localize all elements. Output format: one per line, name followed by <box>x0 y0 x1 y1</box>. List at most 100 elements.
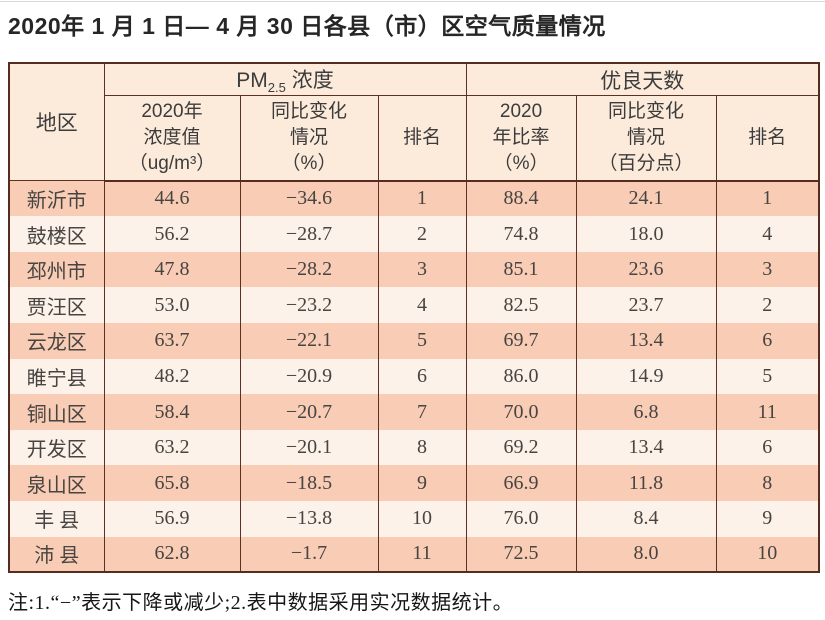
col-group-good-days: 优良天数 <box>465 63 820 97</box>
region-cell: 睢宁县 <box>8 358 105 395</box>
table-row: 沛 县 62.8 −1.7 11 72.5 8.0 10 <box>8 536 820 573</box>
good-rank-cell: 6 <box>715 323 820 359</box>
pm-value-cell: 53.0 <box>103 287 241 324</box>
region-cell: 贾汪区 <box>8 287 105 324</box>
pm25-label-subscript: 2.5 <box>267 80 286 96</box>
page-title: 2020年 1 月 1 日— 4 月 30 日各县（市）区空气质量情况 <box>8 13 606 39</box>
pm-rank-cell: 11 <box>377 536 467 573</box>
pm-change-cell: −34.6 <box>239 180 379 217</box>
table-row: 邳州市 47.8 −28.2 3 85.1 23.6 3 <box>8 251 820 288</box>
pm-value-cell: 62.8 <box>103 536 241 573</box>
pm-rank-cell: 4 <box>377 287 467 324</box>
col-header-region: 地区 <box>8 63 105 182</box>
pm-change-cell: −20.9 <box>239 358 379 395</box>
good-rank-cell: 2 <box>715 287 820 324</box>
footnote: 注:1.“−”表示下降或减少;2.表中数据采用实况数据统计。 <box>8 592 514 614</box>
good-change-cell: 18.0 <box>575 216 717 252</box>
pm25-label-rest: 浓度 <box>285 69 334 92</box>
pm-change-cell: −20.1 <box>239 429 379 466</box>
good-change-cell: 8.4 <box>575 501 717 537</box>
pm-change-cell: −23.2 <box>239 287 379 324</box>
col-group-pm25: PM2.5 浓度 <box>103 63 467 97</box>
region-cell: 云龙区 <box>8 323 105 359</box>
good-change-cell: 23.7 <box>575 287 717 324</box>
good-rank-cell: 1 <box>715 180 820 217</box>
pm-change-cell: −20.7 <box>239 394 379 430</box>
region-cell: 铜山区 <box>8 394 105 430</box>
good-change-cell: 13.4 <box>575 429 717 466</box>
region-cell: 丰 县 <box>8 501 105 537</box>
good-rank-cell: 8 <box>715 465 820 502</box>
good-rank-cell: 9 <box>715 501 820 537</box>
pm-value-cell: 48.2 <box>103 358 241 395</box>
sub-header-row: 2020年 浓度值 （ug/m³） 同比变化 情况 （%） 排名 2020 年比… <box>9 95 820 182</box>
good-ratio-cell: 76.0 <box>465 501 577 537</box>
pm-rank-cell: 5 <box>377 323 467 359</box>
good-change-cell: 11.8 <box>575 465 717 502</box>
region-cell: 沛 县 <box>8 536 105 573</box>
good-ratio-cell: 69.7 <box>465 323 577 359</box>
pm-rank-cell: 8 <box>377 429 467 466</box>
col-header-good-change: 同比变化 情况 （百分点） <box>575 95 717 182</box>
pm-rank-cell: 6 <box>377 358 467 395</box>
pm-rank-cell: 7 <box>377 394 467 430</box>
air-quality-table: 地区 PM2.5 浓度 优良天数 2020年 浓度值 （ug/m³） 同比变化 … <box>8 62 821 574</box>
good-change-cell: 14.9 <box>575 358 717 395</box>
pm-value-cell: 44.6 <box>103 180 241 217</box>
region-cell: 鼓楼区 <box>8 216 105 252</box>
col-header-pm-change: 同比变化 情况 （%） <box>239 95 379 182</box>
good-ratio-cell: 82.5 <box>465 287 577 324</box>
good-ratio-cell: 66.9 <box>465 465 577 502</box>
region-cell: 新沂市 <box>8 180 105 217</box>
table-row: 云龙区 63.7 −22.1 5 69.7 13.4 6 <box>8 323 820 359</box>
pm-value-cell: 56.2 <box>103 216 241 252</box>
good-rank-cell: 5 <box>715 358 820 395</box>
pm-change-cell: −28.2 <box>239 251 379 288</box>
pm-rank-cell: 3 <box>377 251 467 288</box>
pm-value-cell: 58.4 <box>103 394 241 430</box>
pm-change-cell: −22.1 <box>239 323 379 359</box>
good-rank-cell: 10 <box>715 536 820 573</box>
col-header-good-ratio: 2020 年比率 （%） <box>465 95 577 182</box>
table-row: 新沂市 44.6 −34.6 1 88.4 24.1 1 <box>8 180 820 217</box>
table-row: 铜山区 58.4 −20.7 7 70.0 6.8 11 <box>8 394 820 430</box>
region-cell: 泉山区 <box>8 465 105 502</box>
pm-change-cell: −28.7 <box>239 216 379 252</box>
good-change-cell: 23.6 <box>575 251 717 288</box>
col-header-pm-rank: 排名 <box>377 95 467 182</box>
table-row: 睢宁县 48.2 −20.9 6 86.0 14.9 5 <box>8 358 820 395</box>
table-row: 丰 县 56.9 −13.8 10 76.0 8.4 9 <box>8 501 820 537</box>
pm-change-cell: −18.5 <box>239 465 379 502</box>
table-row: 开发区 63.2 −20.1 8 69.2 13.4 6 <box>8 429 820 466</box>
good-ratio-cell: 86.0 <box>465 358 577 395</box>
pm-value-cell: 63.7 <box>103 323 241 359</box>
good-rank-cell: 4 <box>715 216 820 252</box>
good-rank-cell: 11 <box>715 394 820 430</box>
good-ratio-cell: 74.8 <box>465 216 577 252</box>
pm-value-cell: 65.8 <box>103 465 241 502</box>
good-change-cell: 8.0 <box>575 536 717 573</box>
good-change-cell: 13.4 <box>575 323 717 359</box>
good-ratio-cell: 88.4 <box>465 180 577 217</box>
good-ratio-cell: 70.0 <box>465 394 577 430</box>
pm-value-cell: 47.8 <box>103 251 241 288</box>
good-change-cell: 24.1 <box>575 180 717 217</box>
pm-rank-cell: 9 <box>377 465 467 502</box>
group-header-row: 地区 PM2.5 浓度 优良天数 <box>8 63 820 182</box>
pm-rank-cell: 2 <box>377 216 467 252</box>
good-rank-cell: 3 <box>715 251 820 288</box>
good-ratio-cell: 69.2 <box>465 429 577 466</box>
pm25-label-main: PM <box>236 69 268 92</box>
good-ratio-cell: 72.5 <box>465 536 577 573</box>
pm-change-cell: −13.8 <box>239 501 379 537</box>
table-row: 贾汪区 53.0 −23.2 4 82.5 23.7 2 <box>8 287 820 324</box>
good-ratio-cell: 85.1 <box>465 251 577 288</box>
table-row: 泉山区 65.8 −18.5 9 66.9 11.8 8 <box>8 465 820 502</box>
table-row: 鼓楼区 56.2 −28.7 2 74.8 18.0 4 <box>8 216 820 252</box>
pm-change-cell: −1.7 <box>239 536 379 573</box>
pm-rank-cell: 10 <box>377 501 467 537</box>
table-body: 新沂市 44.6 −34.6 1 88.4 24.1 1 鼓楼区 56.2 −28.7 2 74.8 1… <box>8 180 820 573</box>
good-rank-cell: 6 <box>715 429 820 466</box>
pm-rank-cell: 1 <box>377 180 467 217</box>
region-cell: 邳州市 <box>8 251 105 288</box>
